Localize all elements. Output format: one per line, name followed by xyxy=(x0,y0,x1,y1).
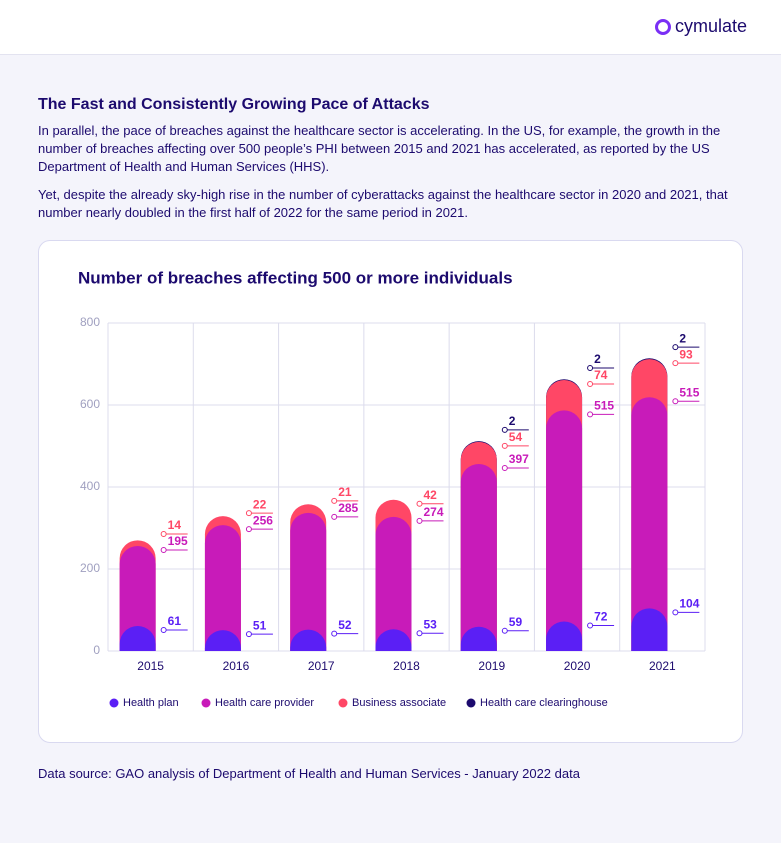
logo[interactable]: cymulate xyxy=(654,16,747,37)
label-dot xyxy=(160,531,167,538)
bar-segment xyxy=(546,410,583,651)
data-label: 2 xyxy=(594,352,601,366)
bar-segment xyxy=(119,626,156,651)
source: Data source: GAO analysis of Department … xyxy=(38,766,580,781)
data-label: 274 xyxy=(424,505,444,519)
data-label: 515 xyxy=(679,385,699,399)
label-dot xyxy=(672,609,679,616)
legend-label: Business associate xyxy=(352,697,446,709)
label-dot xyxy=(245,510,252,517)
data-label: 2 xyxy=(679,331,686,345)
label-dot xyxy=(672,398,679,405)
data-label: 59 xyxy=(509,615,523,629)
data-label: 52 xyxy=(338,618,352,632)
bar-segment xyxy=(290,629,327,651)
x-tick-label: 2016 xyxy=(223,659,250,673)
bar-segment xyxy=(204,525,241,651)
data-label: 285 xyxy=(338,501,358,515)
data-label: 14 xyxy=(168,518,182,532)
data-label: 93 xyxy=(679,347,693,361)
label-dot xyxy=(331,630,338,637)
data-label: 104 xyxy=(679,597,699,611)
label-dot xyxy=(501,442,508,449)
label-dot xyxy=(501,627,508,634)
label-dot xyxy=(245,631,252,638)
label-dot xyxy=(501,465,508,472)
bar-segment xyxy=(119,546,156,651)
data-label: 2 xyxy=(509,414,516,428)
label-dot xyxy=(245,526,252,533)
data-label: 397 xyxy=(509,452,529,466)
x-tick-label: 2017 xyxy=(308,659,335,673)
x-tick-label: 2020 xyxy=(564,659,591,673)
data-label: 53 xyxy=(424,617,438,631)
legend-label: Health care clearinghouse xyxy=(480,697,608,709)
legend-label: Health plan xyxy=(123,697,179,709)
y-tick-label: 600 xyxy=(80,397,100,411)
data-label: 195 xyxy=(168,534,188,548)
bar-segment xyxy=(546,621,583,651)
bar-segment xyxy=(631,397,668,651)
label-dot xyxy=(160,547,167,554)
label-dot xyxy=(672,344,679,351)
data-label: 42 xyxy=(424,488,438,502)
data-label: 21 xyxy=(338,485,352,499)
label-dot xyxy=(501,426,508,433)
label-dot xyxy=(160,626,167,633)
label-dot xyxy=(331,497,338,504)
x-tick-label: 2019 xyxy=(478,659,505,673)
y-tick-label: 800 xyxy=(80,315,100,329)
label-dot xyxy=(672,360,679,367)
bar-segment xyxy=(375,629,412,651)
chart-title: Number of breaches affecting 500 or more… xyxy=(78,268,513,287)
label-dot xyxy=(416,500,423,507)
label-dot xyxy=(331,513,338,520)
label-dot xyxy=(587,411,594,418)
data-label: 54 xyxy=(509,430,523,444)
x-tick-label: 2018 xyxy=(393,659,420,673)
data-label: 72 xyxy=(594,610,608,624)
y-tick-label: 200 xyxy=(80,561,100,575)
legend-marker xyxy=(109,698,119,708)
legend-marker xyxy=(338,698,348,708)
paragraph: In parallel, the pace of breaches agains… xyxy=(38,123,721,174)
section-title: The Fast and Consistently Growing Pace o… xyxy=(38,96,430,113)
x-tick-label: 2021 xyxy=(649,659,676,673)
chart-card xyxy=(38,240,743,743)
label-dot xyxy=(587,622,594,629)
data-label: 74 xyxy=(594,368,608,382)
data-label: 51 xyxy=(253,618,267,632)
data-label: 22 xyxy=(253,497,267,511)
data-label: 256 xyxy=(253,513,273,527)
bar-segment xyxy=(204,630,241,651)
y-tick-label: 400 xyxy=(80,479,100,493)
paragraph: Yet, despite the already sky-high rise i… xyxy=(38,187,728,220)
header: cymulate xyxy=(0,0,781,55)
legend-marker xyxy=(201,698,211,708)
label-dot xyxy=(587,380,594,387)
bar-segment xyxy=(375,516,412,651)
bar-segment xyxy=(290,512,327,651)
label-dot xyxy=(587,364,594,371)
y-tick-label: 0 xyxy=(93,643,100,657)
x-tick-label: 2015 xyxy=(137,659,164,673)
legend-label: Health care provider xyxy=(215,697,314,709)
bar-segment xyxy=(460,626,497,651)
bar-segment xyxy=(460,464,497,651)
data-label: 515 xyxy=(594,399,614,413)
logo-text[interactable]: cymulate xyxy=(674,16,747,36)
bar-segment xyxy=(631,608,668,651)
data-label: 61 xyxy=(168,614,182,628)
label-dot xyxy=(416,630,423,637)
legend-marker xyxy=(466,698,476,708)
label-dot xyxy=(416,517,423,524)
